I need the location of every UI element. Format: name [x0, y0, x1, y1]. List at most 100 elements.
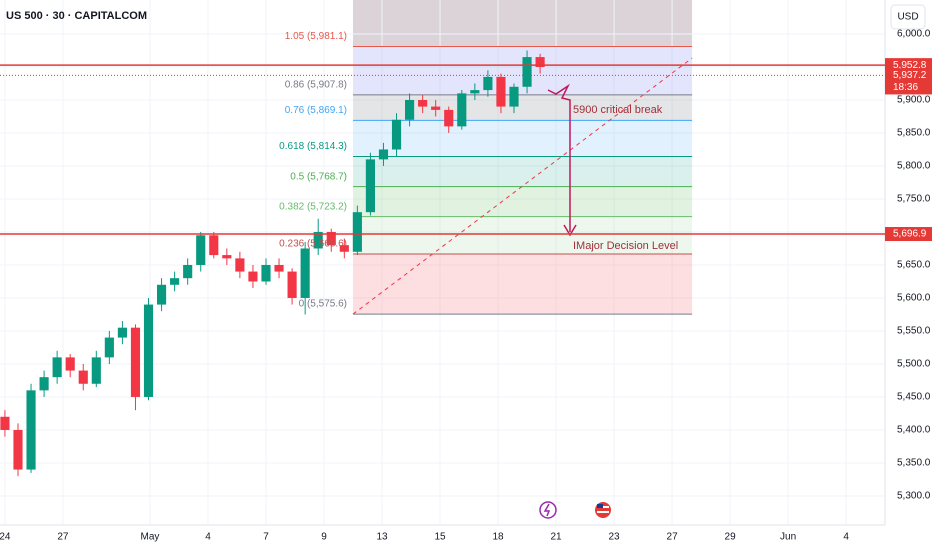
candle-body	[130, 327, 141, 397]
candle-body	[391, 119, 402, 150]
fib-zone	[353, 120, 693, 157]
x-tick-label: 15	[434, 532, 446, 543]
y-tick-label: 5,450.0	[897, 392, 931, 403]
candle-body	[522, 57, 532, 87]
candle-body	[183, 264, 193, 279]
candle-body	[274, 264, 284, 272]
fib-label: 0 (5,575.6)	[299, 299, 347, 310]
candle-body	[287, 271, 297, 298]
candle-body	[52, 357, 62, 378]
candle-body	[352, 212, 362, 252]
price-tag-label: 5,952.8	[893, 60, 927, 71]
annotation: IMajor Decision Level	[573, 240, 678, 252]
fib-zone	[353, 216, 693, 255]
plot	[0, 0, 885, 525]
candle-body	[222, 255, 232, 259]
candle-body	[313, 231, 323, 249]
fib-label: 0.76 (5,869.1)	[285, 105, 347, 116]
x-tick-label: 9	[321, 532, 327, 543]
arrow-head	[563, 224, 577, 237]
x-tick-label: 27	[667, 532, 679, 543]
candle-body	[26, 390, 36, 470]
candle-body	[431, 106, 441, 110]
y-tick-label: 5,650.0	[897, 260, 931, 271]
y-tick-label: 5,900.0	[897, 95, 931, 106]
last-price-tag	[885, 68, 932, 95]
x-tick-label: 7	[263, 532, 269, 543]
fib-label: 0.382 (5,723.2)	[279, 201, 347, 212]
y-tick-label: 5,350.0	[897, 458, 931, 469]
candle-body	[143, 304, 154, 397]
candle-body	[365, 159, 375, 213]
candle-body	[418, 99, 428, 107]
candle-body	[470, 90, 480, 94]
candle-body	[39, 377, 49, 391]
candle-body	[261, 264, 271, 282]
x-tick-label: 18	[492, 532, 504, 543]
trend-line	[352, 57, 693, 315]
x-tick-label: 24	[0, 532, 11, 543]
currency: USD	[897, 12, 918, 23]
annotation-arrow	[547, 83, 571, 232]
candle-body	[0, 416, 10, 430]
x-tick-label: May	[141, 532, 160, 543]
y-tick-label: 5,300.0	[897, 491, 931, 502]
candle-body	[91, 357, 101, 384]
candle-body	[483, 76, 493, 91]
fib-zone	[353, 254, 693, 315]
candle-body	[444, 109, 454, 127]
candle-body	[405, 99, 415, 120]
candle-body	[65, 357, 75, 371]
x-tick-label: 4	[843, 532, 849, 543]
fib-zone	[353, 156, 693, 187]
fib-label: 1.05 (5,981.1)	[285, 31, 347, 42]
fib-zone	[353, 186, 693, 217]
y-tick-label: 5,550.0	[897, 326, 931, 337]
candle-body	[300, 248, 310, 298]
candle-body	[326, 231, 336, 246]
fib-label: 0.86 (5,907.8)	[285, 79, 347, 90]
y-tick-label: 5,850.0	[897, 128, 931, 139]
x-tick-label: 21	[550, 532, 562, 543]
candle-body	[209, 235, 219, 256]
candle-body	[196, 235, 206, 265]
x-tick-label: Jun	[780, 532, 796, 543]
countdown: 18:36	[893, 82, 918, 93]
x-tick-label: 29	[725, 532, 737, 543]
last-price-label: 5,937.2	[893, 70, 927, 81]
candle-body	[104, 337, 114, 358]
candle-body	[170, 278, 180, 285]
candle-body	[339, 245, 349, 252]
event-icons	[539, 501, 611, 519]
y-tick-label: 5,400.0	[897, 425, 931, 436]
candle-body	[248, 271, 258, 282]
price-tag	[885, 227, 932, 242]
fib-label: 0.236 (5,666.6)	[279, 239, 347, 250]
x-tick-label: 27	[57, 532, 69, 543]
candle-body	[535, 57, 545, 67]
candle-body	[457, 93, 467, 127]
candle-body	[496, 76, 506, 107]
candle-body	[378, 149, 389, 160]
currency-box[interactable]	[890, 4, 926, 30]
candle-body	[156, 284, 167, 305]
chart-title: US 500 · 30 · CAPITALCOM	[6, 10, 147, 22]
y-tick-label: 5,750.0	[897, 194, 931, 205]
candle-body	[13, 429, 23, 470]
fib-label: 0.5 (5,768.7)	[290, 171, 347, 182]
candle-body	[117, 327, 127, 338]
candle-body	[509, 86, 519, 107]
x-tick-label: 13	[376, 532, 388, 543]
y-tick-label: 6,000.0	[897, 29, 931, 40]
x-tick-label: 23	[609, 532, 621, 543]
annotation: 5900 critical break	[573, 104, 663, 116]
candle-body	[78, 370, 88, 384]
price-tag-label: 5,696.9	[893, 229, 927, 240]
y-tick-label: 5,600.0	[897, 293, 931, 304]
top-zone	[353, 0, 692, 46]
fib-label: 0.618 (5,814.3)	[279, 141, 347, 152]
y-tick-label: 5,500.0	[897, 359, 931, 370]
y-tick-label: 5,800.0	[897, 161, 931, 172]
x-tick-label: 4	[205, 532, 211, 543]
